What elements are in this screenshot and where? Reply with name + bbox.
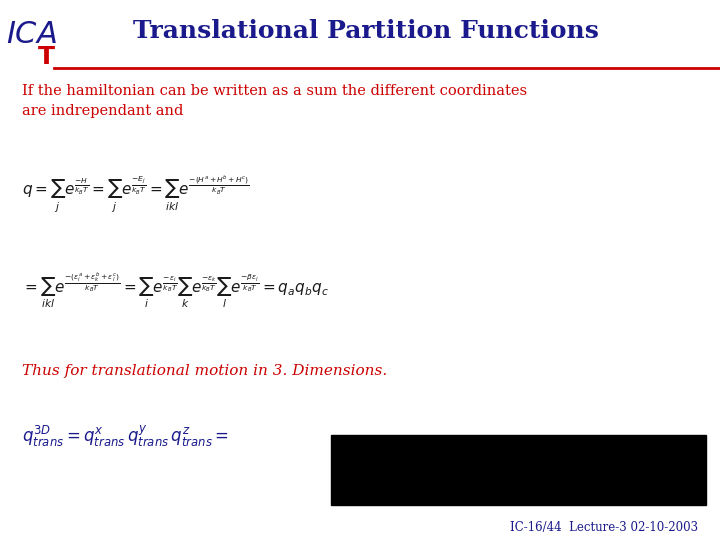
Text: Translational Partition Functions: Translational Partition Functions [133,19,599,43]
Text: Thus for translational motion in 3. Dimensions.: Thus for translational motion in 3. Dime… [22,364,387,379]
Text: $\mathit{ICA}$: $\mathit{ICA}$ [6,19,57,50]
Text: $q_{trans}^{3D} = q_{trans}^{x}\, q_{trans}^{y}\, q_{trans}^{z}=$: $q_{trans}^{3D} = q_{trans}^{x}\, q_{tra… [22,424,229,449]
Bar [331,435,706,505]
Text: $\mathbf{T}$: $\mathbf{T}$ [37,46,56,69]
Text: $q = \sum_j e^{\frac{-H}{k_B T}} = \sum_j e^{\frac{-E_j}{k_B T}} = \sum_{ikl} e^: $q = \sum_j e^{\frac{-H}{k_B T}} = \sum_… [22,173,249,214]
Text: IC-16/44  Lecture-3 02-10-2003: IC-16/44 Lecture-3 02-10-2003 [510,521,698,534]
Text: $= \sum_{ikl} e^{\frac{-(\varepsilon_i^a+\varepsilon_k^b+\varepsilon_l^c)}{k_B T: $= \sum_{ikl} e^{\frac{-(\varepsilon_i^a… [22,270,328,310]
Text: If the hamiltonian can be written as a sum the different coordinates
are indrepe: If the hamiltonian can be written as a s… [22,84,527,118]
